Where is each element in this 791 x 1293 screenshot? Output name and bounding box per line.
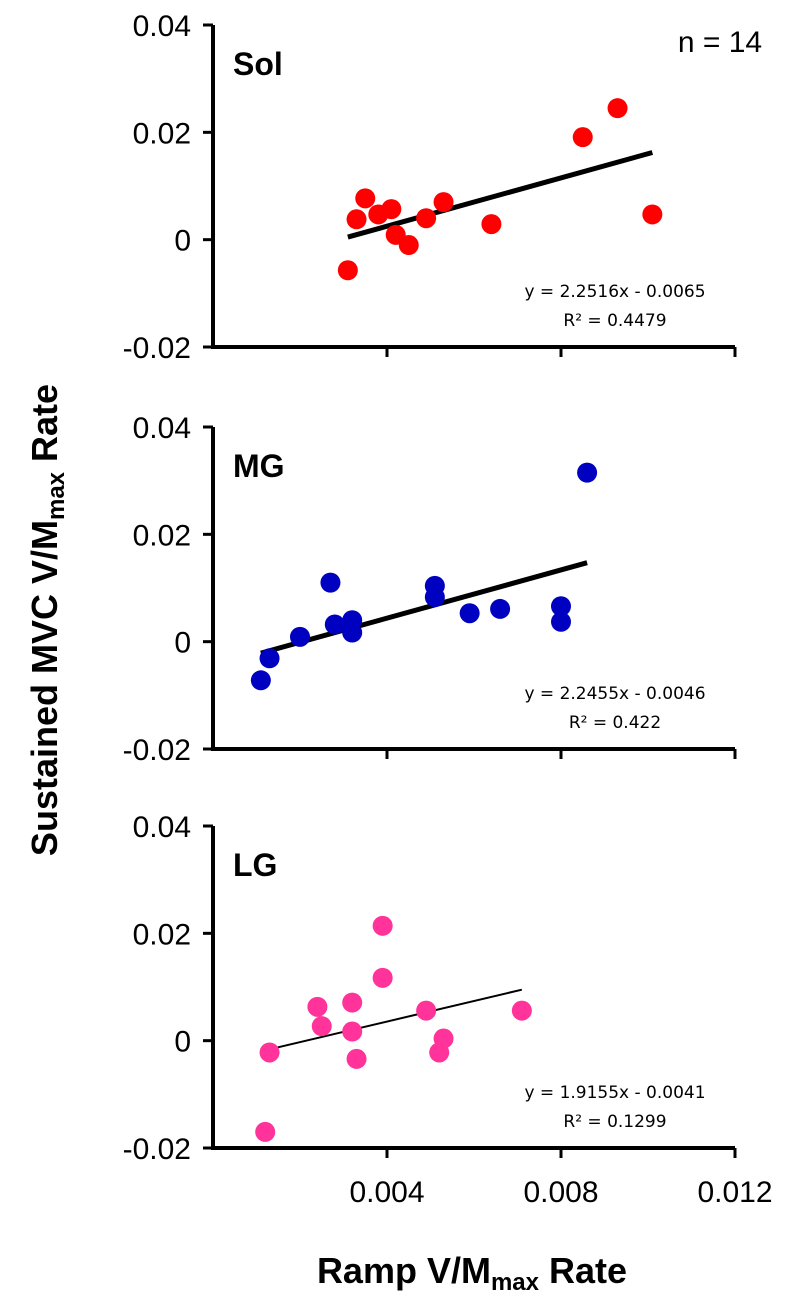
panel-label: MG <box>233 448 285 484</box>
data-point <box>372 967 393 988</box>
data-point <box>290 626 310 647</box>
data-point <box>459 603 480 624</box>
data-point <box>490 598 511 619</box>
data-point <box>324 614 345 635</box>
regression-equation: y = 2.2516x - 0.0065 <box>524 282 705 302</box>
data-point <box>355 188 376 209</box>
data-point <box>416 208 437 229</box>
data-point <box>337 260 358 281</box>
x-tick-label: 0.012 <box>697 1176 772 1209</box>
panel-label: LG <box>233 847 277 883</box>
panel-sol: -0.02 0 0.02 0.04 Sol y = 2.2516x - 0.0065 R² … <box>123 10 737 365</box>
data-point <box>551 596 571 617</box>
data-point <box>342 992 363 1013</box>
data-point <box>577 462 598 483</box>
y-tick-label: -0.02 <box>123 332 191 365</box>
data-point <box>481 214 502 235</box>
panel-mg: -0.02 0 0.02 0.04 MG y = 2.2455x - 0.0046 R² =… <box>123 412 737 767</box>
x-tick-labels: 0.004 0.008 0.012 <box>349 1176 772 1209</box>
data-point <box>311 1016 332 1037</box>
panel-lg: -0.02 0 0.02 0.04 LG y = 1.9155x - 0.0041 R² =… <box>123 811 737 1166</box>
data-point <box>607 98 628 119</box>
r-squared: R² = 0.1299 <box>563 1112 666 1132</box>
x-tick-label: 0.004 <box>349 1176 424 1209</box>
data-point <box>346 1048 367 1069</box>
chart-panels: -0.02 0 0.02 0.04 Sol y = 2.2516x - 0.0065 R² … <box>123 10 737 1166</box>
data-point <box>551 611 571 632</box>
data-point <box>342 1021 363 1042</box>
y-tick-label: 0.04 <box>133 811 191 844</box>
y-tick-label: 0.02 <box>133 117 191 150</box>
data-point <box>259 648 280 669</box>
data-point <box>424 587 445 608</box>
data-point <box>255 1121 276 1142</box>
x-tick-label: 0.008 <box>523 1176 598 1209</box>
data-point <box>259 1042 280 1063</box>
data-point <box>416 1000 437 1021</box>
x-axis-title: Ramp V/Mmax Rate <box>317 1250 627 1293</box>
y-tick-label: -0.02 <box>123 1133 191 1166</box>
data-point <box>511 1000 532 1021</box>
y-tick-label: 0 <box>174 627 191 660</box>
n-annotation: n = 14 <box>678 26 762 59</box>
data-point <box>398 235 419 256</box>
y-tick-label: 0 <box>174 225 191 258</box>
data-point <box>572 127 593 148</box>
data-point <box>307 996 328 1017</box>
data-point <box>433 1028 454 1049</box>
r-squared: R² = 0.422 <box>569 713 661 733</box>
trend-line <box>347 150 654 240</box>
y-tick-label: 0.02 <box>133 918 191 951</box>
data-point <box>346 209 367 230</box>
panel-label: Sol <box>233 46 283 82</box>
data-point <box>320 572 341 593</box>
regression-equation: y = 1.9155x - 0.0041 <box>524 1083 705 1103</box>
trend-line <box>260 560 588 656</box>
data-point <box>342 622 363 643</box>
y-tick-label: 0.04 <box>133 412 191 445</box>
y-tick-label: 0.04 <box>133 10 191 43</box>
data-point <box>372 915 393 936</box>
y-tick-label: 0 <box>174 1026 191 1059</box>
y-tick-label: -0.02 <box>123 734 191 767</box>
data-point <box>250 670 271 691</box>
data-point <box>433 192 454 213</box>
trend-line <box>269 988 523 1051</box>
regression-equation: y = 2.2455x - 0.0046 <box>524 684 705 704</box>
r-squared: R² = 0.4479 <box>563 311 666 331</box>
y-axis-title: Sustained MVC V/Mmax Rate <box>24 384 70 856</box>
y-tick-label: 0.02 <box>133 519 191 552</box>
data-point <box>642 204 663 225</box>
data-point <box>381 199 402 220</box>
